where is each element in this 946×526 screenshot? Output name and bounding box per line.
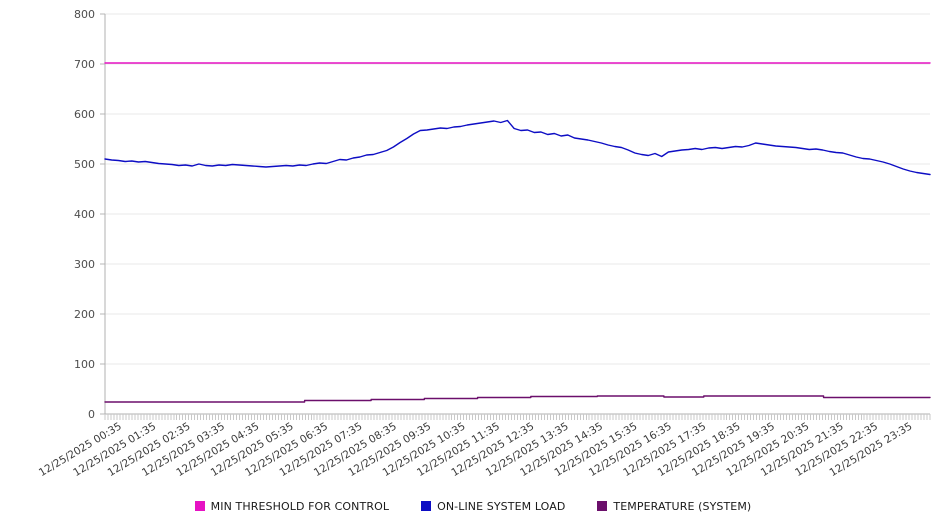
y-tick-label: 100 <box>74 358 95 371</box>
y-tick-label: 200 <box>74 308 95 321</box>
y-tick-label: 0 <box>88 408 95 421</box>
legend-item[interactable]: TEMPERATURE (SYSTEM) <box>597 500 751 513</box>
gridlines <box>105 13 930 365</box>
chart-legend: MIN THRESHOLD FOR CONTROL ON-LINE SYSTEM … <box>0 496 946 516</box>
legend-item[interactable]: MIN THRESHOLD FOR CONTROL <box>194 499 390 513</box>
y-tick-label: 500 <box>74 158 95 171</box>
series-line-1 <box>104 119 931 176</box>
y-axis: 0 100 200 300 400 500 600 700 800 <box>74 8 106 421</box>
legend-swatch-icon <box>421 501 432 511</box>
legend-label: ON-LINE SYSTEM LOAD <box>437 499 566 513</box>
y-tick-label: 400 <box>74 208 95 221</box>
y-tick-label: 600 <box>74 108 95 121</box>
legend-label: TEMPERATURE (SYSTEM) <box>613 499 752 513</box>
legend-item[interactable]: ON-LINE SYSTEM LOAD <box>421 500 565 513</box>
y-tick-label: 700 <box>74 58 95 71</box>
legend-swatch-icon <box>194 501 205 511</box>
x-axis <box>104 413 931 420</box>
series-line-2 <box>104 395 931 403</box>
legend-swatch-icon <box>597 501 608 511</box>
y-tick-label: 300 <box>74 258 95 271</box>
series-group <box>104 62 931 403</box>
y-tick-label: 800 <box>74 8 95 21</box>
chart-plot-area: 0 100 200 300 400 500 600 700 800 12/25/2025 00:… <box>37 8 931 479</box>
legend-label: MIN THRESHOLD FOR CONTROL <box>210 499 390 513</box>
